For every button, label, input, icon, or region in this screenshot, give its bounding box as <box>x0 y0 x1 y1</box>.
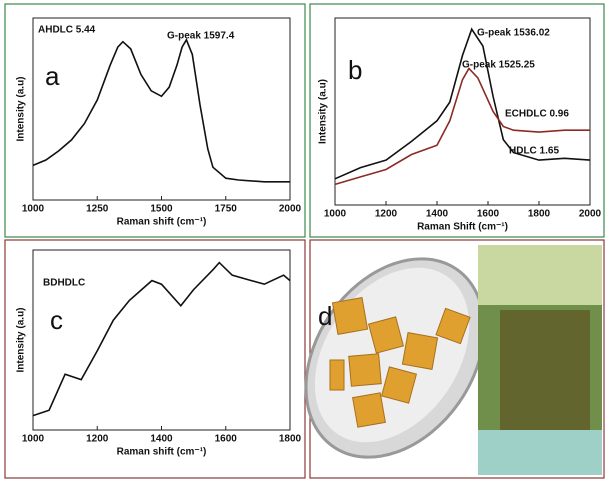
x-tick-label: 2000 <box>279 204 302 215</box>
x-axis-label: Raman shift (cm⁻¹) <box>117 447 207 458</box>
x-tick-label: 1000 <box>324 209 347 220</box>
panel-frame <box>4 3 306 238</box>
x-tick-label: 1800 <box>528 209 551 220</box>
plot-frame <box>334 17 591 206</box>
spectrum-line <box>32 261 291 417</box>
annotation: G-peak 1536.02 <box>477 28 550 39</box>
photo-window <box>478 245 602 305</box>
x-tick-label: 1600 <box>215 434 238 445</box>
samples <box>329 297 471 428</box>
annotation: G-peak 1525.25 <box>462 60 535 71</box>
x-tick-label: 2000 <box>579 209 602 220</box>
photo-gate <box>500 310 590 430</box>
x-tick-label: 1400 <box>150 434 173 445</box>
x-tick-label: 1750 <box>215 204 238 215</box>
spectrum-line <box>334 27 591 180</box>
panel-frame <box>4 239 306 479</box>
x-tick-label: 1200 <box>86 434 109 445</box>
plot-frame <box>32 17 291 201</box>
x-tick-label: 1250 <box>86 204 109 215</box>
x-tick-label: 1800 <box>279 434 302 445</box>
photo <box>304 245 602 475</box>
x-tick-label: 1200 <box>375 209 398 220</box>
series-label: ECHDLC 0.96 <box>505 109 569 120</box>
panel-label: b <box>348 55 362 85</box>
y-axis-label: Intensity (a.u) <box>16 307 27 372</box>
spectrum-line <box>334 67 590 186</box>
annotation: BDHDLC <box>43 278 85 289</box>
panel-label: a <box>45 61 60 91</box>
series-label: HDLC 1.65 <box>509 146 559 157</box>
x-axis-label: Raman Shift (cm⁻¹) <box>417 222 508 233</box>
x-tick-label: 1600 <box>477 209 500 220</box>
x-axis-label: Raman shift (cm⁻¹) <box>117 217 207 228</box>
y-axis-label: Intensity (a.u) <box>318 79 329 144</box>
annotation: AHDLC 5.44 <box>38 25 96 36</box>
x-tick-label: 1400 <box>426 209 449 220</box>
panel-label: d <box>318 301 332 331</box>
annotation: G-peak 1597.4 <box>167 31 235 42</box>
panel-frame <box>309 3 605 238</box>
x-tick-label: 1500 <box>150 204 173 215</box>
y-axis-label: Intensity (a.u) <box>16 76 27 141</box>
x-tick-label: 1000 <box>22 434 45 445</box>
x-tick-label: 1000 <box>22 204 45 215</box>
spectrum-line <box>32 37 290 183</box>
panel-label: c <box>50 305 63 335</box>
photo-floor <box>478 430 602 475</box>
